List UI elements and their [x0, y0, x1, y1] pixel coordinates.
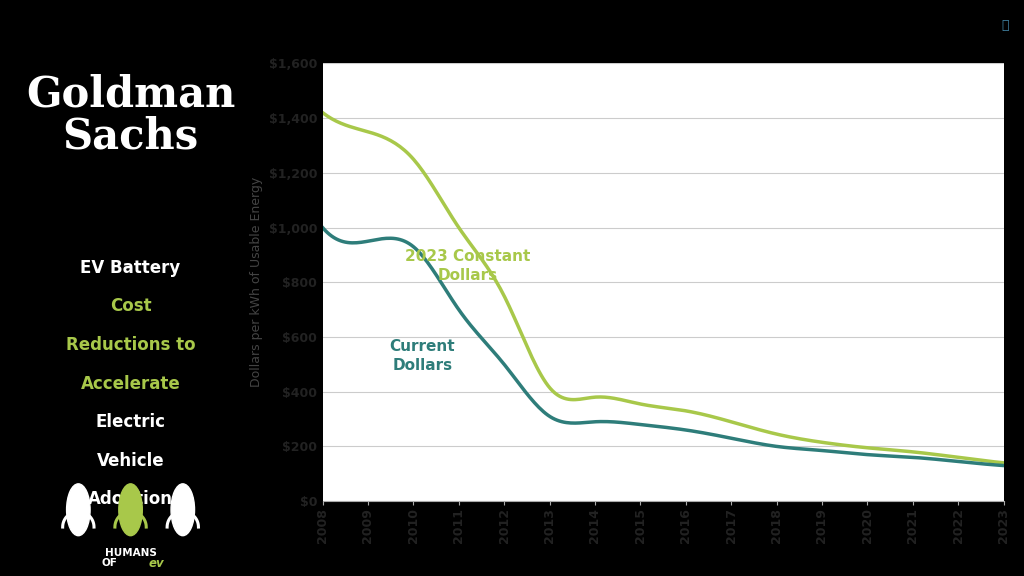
Text: Cost: Cost [110, 297, 152, 316]
Text: OF: OF [101, 558, 118, 569]
Text: Adoption: Adoption [88, 490, 173, 509]
Text: Accelerate: Accelerate [81, 374, 180, 393]
Text: ev: ev [148, 557, 165, 570]
Text: ⛶: ⛶ [1001, 20, 1009, 32]
Text: Vehicle: Vehicle [96, 452, 165, 470]
Y-axis label: Dollars per kWh of Usable Energy: Dollars per kWh of Usable Energy [250, 177, 263, 388]
Text: Goldman
Sachs: Goldman Sachs [26, 73, 236, 157]
Text: EV Battery: EV Battery [81, 259, 180, 277]
Text: Electric: Electric [95, 413, 166, 431]
Circle shape [171, 484, 195, 536]
Text: 2023 Constant
Dollars: 2023 Constant Dollars [406, 249, 530, 283]
Text: Estimated Electric Vehicle Lithium-ion
Battery Pack Cost, 2008-2023: Estimated Electric Vehicle Lithium-ion B… [451, 18, 835, 57]
Circle shape [119, 484, 142, 536]
Text: HUMANS: HUMANS [104, 548, 157, 558]
Text: Current
Dollars: Current Dollars [389, 339, 456, 373]
Text: Reductions to: Reductions to [66, 336, 196, 354]
Circle shape [67, 484, 90, 536]
